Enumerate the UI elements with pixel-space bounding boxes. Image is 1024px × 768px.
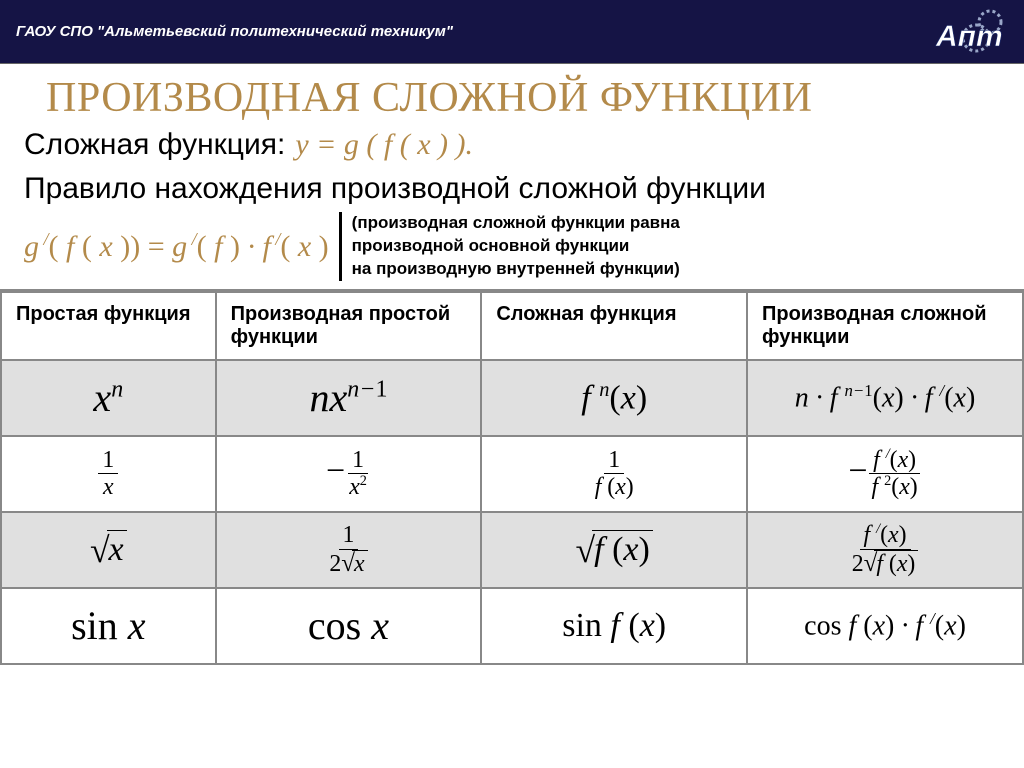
- derivative-table: Простая функция Производная простой функ…: [0, 291, 1024, 665]
- svg-text:Апт: Апт: [935, 20, 1003, 53]
- org-name: ГАОУ СПО "Альметьевский политехнический …: [16, 23, 453, 40]
- cell-dcomplex: f /(x)2√f (x): [747, 512, 1023, 588]
- cell-dsimple: −1x2: [216, 436, 482, 512]
- page-title: ПРОИЗВОДНАЯ СЛОЖНОЙ ФУНКЦИИ: [0, 64, 1024, 128]
- cell-dcomplex: cos f (x) · f /(x): [747, 588, 1023, 664]
- cell-dcomplex: −f /(x)f 2(x): [747, 436, 1023, 512]
- cell-complex: sin f (x): [481, 588, 747, 664]
- th-complex: Сложная функция: [481, 292, 747, 360]
- th-dcomplex: Производная сложной функции: [747, 292, 1023, 360]
- table-row: 1x −1x2 1f (x) −f /(x)f 2(x): [1, 436, 1023, 512]
- rule-text: Правило нахождения производной сложной ф…: [0, 166, 1024, 212]
- logo: Апт: [930, 8, 1008, 56]
- subtitle-label: Сложная функция:: [24, 128, 285, 162]
- subtitle: Сложная функция: y = g ( f ( x ) ).: [0, 128, 1024, 166]
- cell-complex: 1f (x): [481, 436, 747, 512]
- cell-dsimple: 12√x: [216, 512, 482, 588]
- header: ГАОУ СПО "Альметьевский политехнический …: [0, 0, 1024, 64]
- table-row: sin x cos x sin f (x) cos f (x) · f /(x): [1, 588, 1023, 664]
- cell-simple: xn: [1, 360, 216, 436]
- cell-dcomplex: n · f n−1(x) · f /(x): [747, 360, 1023, 436]
- subtitle-formula: y = g ( f ( x ) ).: [295, 128, 473, 162]
- cell-simple: 1x: [1, 436, 216, 512]
- cell-complex: √f (x): [481, 512, 747, 588]
- cell-simple: sin x: [1, 588, 216, 664]
- rule-description: (производная сложной функции равна произ…: [339, 212, 1000, 281]
- cell-dsimple: cos x: [216, 588, 482, 664]
- cell-complex: f n(x): [481, 360, 747, 436]
- rule-row: g /( f ( x )) = g /( f ) · f /( x ) (про…: [0, 212, 1024, 291]
- table-row: √x 12√x √f (x) f /(x)2√f (x): [1, 512, 1023, 588]
- rule-formula: g /( f ( x )) = g /( f ) · f /( x ): [24, 229, 329, 264]
- cell-simple: √x: [1, 512, 216, 588]
- th-dsimple: Производная простой функции: [216, 292, 482, 360]
- th-simple: Простая функция: [1, 292, 216, 360]
- cell-dsimple: nxn−1: [216, 360, 482, 436]
- table-row: xn nxn−1 f n(x) n · f n−1(x) · f /(x): [1, 360, 1023, 436]
